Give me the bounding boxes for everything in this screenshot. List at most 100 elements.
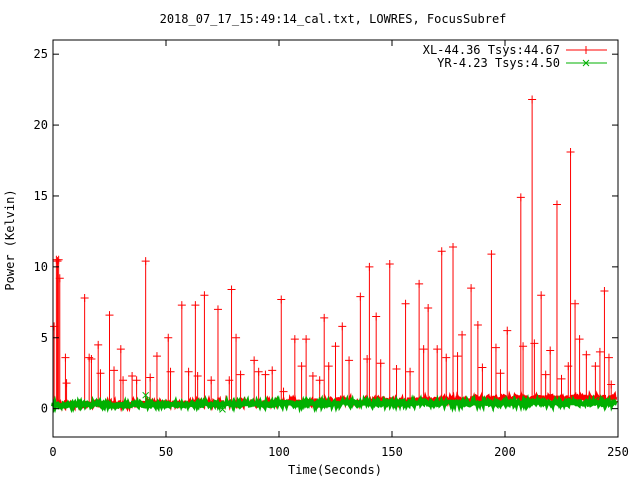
data-point — [433, 345, 442, 354]
data-point — [250, 356, 259, 365]
data-point — [487, 250, 496, 259]
data-point — [491, 343, 500, 352]
data-point — [372, 312, 381, 321]
data-point — [128, 372, 137, 381]
data-point — [449, 243, 458, 252]
y-tick-label: 10 — [34, 260, 48, 274]
data-point — [496, 369, 505, 378]
data-point — [453, 352, 462, 361]
data-point — [184, 367, 193, 376]
data-point — [363, 355, 372, 364]
data-point — [200, 291, 209, 300]
data-point — [193, 372, 202, 381]
y-axis-label: Power (Kelvin) — [3, 189, 17, 290]
data-point — [96, 369, 105, 378]
data-point — [406, 367, 415, 376]
data-point — [254, 367, 263, 376]
data-point — [268, 366, 277, 375]
data-point — [595, 347, 604, 356]
data-point — [392, 364, 401, 373]
data-point — [207, 376, 216, 385]
data-point — [94, 340, 103, 349]
data-point — [55, 274, 64, 283]
x-tick-label: 100 — [268, 445, 290, 459]
data-point — [141, 257, 150, 266]
data-point — [152, 352, 161, 361]
x-tick-label: 0 — [49, 445, 56, 459]
data-point — [591, 362, 600, 371]
data-point — [566, 148, 575, 157]
data-point — [376, 359, 385, 368]
data-point — [401, 299, 410, 308]
data-point — [320, 313, 329, 322]
data-point — [385, 260, 394, 269]
data-point — [415, 279, 424, 288]
data-point — [236, 370, 245, 379]
plot-frame — [52, 39, 619, 438]
chart-title: 2018_07_17_15:49:14_cal.txt, LOWRES, Foc… — [160, 12, 507, 26]
data-point — [232, 333, 241, 342]
data-point — [552, 200, 561, 209]
data-point — [53, 257, 62, 266]
data-point — [132, 376, 141, 385]
data-point — [227, 285, 236, 294]
data-point — [308, 372, 317, 381]
x-tick-label: 250 — [607, 445, 629, 459]
data-point — [571, 299, 580, 308]
data-point — [592, 396, 599, 404]
data-point — [338, 322, 347, 331]
data-point — [177, 301, 186, 310]
series-2 — [51, 391, 618, 414]
data-point — [528, 95, 537, 104]
ticks-layer: 0 50 100 150 200 250 0 5 10 15 20 25 — [34, 40, 629, 459]
data-point — [50, 322, 59, 331]
data-point — [516, 193, 525, 202]
data-point — [365, 262, 374, 271]
data-point — [166, 367, 175, 376]
data-point — [503, 326, 512, 335]
data-point — [575, 335, 584, 344]
data-point — [110, 366, 119, 375]
data-point — [213, 305, 222, 314]
series-line-baseline — [51, 393, 618, 414]
x-tick-label: 50 — [159, 445, 173, 459]
data-point — [478, 363, 487, 372]
data-point — [442, 353, 451, 362]
y-tick-label: 15 — [34, 189, 48, 203]
x-tick-label: 150 — [381, 445, 403, 459]
data-point — [146, 373, 155, 382]
data-point — [600, 286, 609, 295]
data-point — [142, 391, 150, 399]
data-point — [87, 355, 96, 364]
legend-marker-series-1 — [582, 46, 590, 54]
data-point — [331, 342, 340, 351]
y-tick-label: 5 — [41, 331, 48, 345]
data-point — [119, 376, 128, 385]
data-point — [85, 353, 94, 362]
data-point — [564, 362, 573, 371]
legend-label-series-2: YR-4.23 Tsys:4.50 — [437, 56, 560, 70]
data-point — [324, 362, 333, 371]
data-point — [54, 255, 63, 264]
data-point — [277, 295, 286, 304]
data-point — [62, 379, 71, 388]
data-point — [530, 339, 539, 348]
data-point — [191, 301, 200, 310]
data-point — [437, 247, 446, 256]
data-point — [604, 353, 613, 362]
data-point — [607, 380, 616, 389]
data-point — [356, 292, 365, 301]
data-point — [116, 345, 125, 354]
data-point — [61, 353, 70, 362]
series-layer — [50, 95, 618, 414]
data-point — [557, 374, 566, 383]
data-point — [458, 330, 467, 339]
data-point — [279, 387, 288, 396]
data-point — [541, 370, 550, 379]
data-point — [546, 346, 555, 355]
x-tick-label: 200 — [494, 445, 516, 459]
data-point — [582, 350, 591, 359]
data-point — [290, 335, 299, 344]
data-point — [297, 362, 306, 371]
